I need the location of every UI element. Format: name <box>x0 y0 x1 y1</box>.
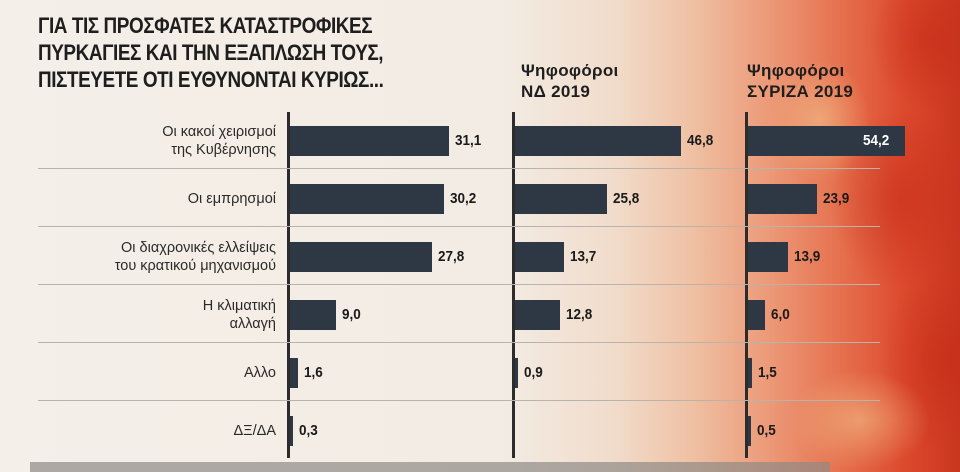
bar <box>290 126 449 156</box>
column-baseline <box>745 112 748 458</box>
bar <box>290 184 445 214</box>
row-separator <box>38 284 880 285</box>
bar <box>748 300 766 330</box>
row-separator <box>38 168 880 169</box>
bar <box>515 358 519 388</box>
category-label-line: αλλαγή <box>229 316 276 332</box>
bar-value-label: 25,8 <box>612 190 639 207</box>
bar <box>515 300 561 330</box>
row-separator <box>38 342 880 343</box>
bottom-divider <box>30 462 830 472</box>
legend-nd-line-2: ΝΔ 2019 <box>521 82 591 101</box>
bar-value-label: 1,5 <box>758 364 778 381</box>
category-label: Οι εμπρησμοί <box>38 190 276 208</box>
category-label-line: Οι κακοί χειρισμοί <box>162 124 276 140</box>
category-label: Οι διαχρονικές ελλείψεις του κρατικού μηχ… <box>38 239 276 275</box>
category-label-line: της Κυβέρνησης <box>171 142 276 158</box>
bar <box>515 242 564 272</box>
bar <box>290 300 336 330</box>
bar-value-label: 1,6 <box>304 364 323 381</box>
column-baseline <box>287 112 290 458</box>
bar-value-label: 54,2 <box>863 132 890 149</box>
category-label: Οι κακοί χειρισμοί της Κυβέρνησης <box>38 123 276 159</box>
category-label: Η κλιματική αλλαγή <box>38 297 276 333</box>
bar-value-label: 23,9 <box>823 190 850 207</box>
bar <box>748 416 751 446</box>
category-label-line: Η κλιματική <box>202 298 276 314</box>
bar <box>515 126 682 156</box>
legend-syriza-line-2: ΣΥΡΙΖΑ 2019 <box>747 82 854 101</box>
bar-value-label: 13,7 <box>569 248 596 265</box>
bar-value-label: 0,5 <box>757 422 776 439</box>
title-line: ΠΙΣΤΕΥΕΤΕ ΟΤΙ ΕΥΘΥΝΟΝΤΑΙ ΚΥΡΙΩΣ... <box>38 67 384 92</box>
category-label: Αλλο <box>38 364 276 382</box>
category-label: ΔΞ/ΔΑ <box>38 422 277 440</box>
category-label-line: ΔΞ/ΔΑ <box>233 423 277 439</box>
bar-value-label: 9,0 <box>341 306 361 323</box>
title-line: ΓΙΑ ΤΙΣ ΠΡΟΣΦΑΤΕΣ ΚΑΤΑΣΤΡΟΦΙΚΕΣ <box>38 13 373 38</box>
bar-value-label: 0,3 <box>299 422 318 439</box>
bar <box>290 358 299 388</box>
legend-syriza-line-1: Ψηφοφόροι <box>747 61 845 80</box>
bar-value-label: 0,9 <box>524 364 543 381</box>
legend-nd-voters: Ψηφοφόροι ΝΔ 2019 <box>521 60 619 102</box>
row-separator <box>38 400 880 401</box>
category-label-line: του κρατικού μηχανισμού <box>114 258 276 274</box>
bar <box>748 184 818 214</box>
bar <box>748 126 906 156</box>
category-label-line: Οι διαχρονικές ελλείψεις <box>121 240 276 256</box>
bar-value-label: 46,8 <box>687 132 714 149</box>
bar-value-label: 31,1 <box>454 132 481 149</box>
chart-title: ΓΙΑ ΤΙΣ ΠΡΟΣΦΑΤΕΣ ΚΑΤΑΣΤΡΟΦΙΚΕΣ ΠΥΡΚΑΓΙΕ… <box>38 12 416 93</box>
bar-value-label: 6,0 <box>771 306 791 323</box>
category-label-line: Αλλο <box>243 365 276 381</box>
legend-syriza-voters: Ψηφοφόροι ΣΥΡΙΖΑ 2019 <box>747 60 853 102</box>
bar <box>748 242 789 272</box>
bar <box>748 358 753 388</box>
column-baseline <box>512 112 515 458</box>
title-line: ΠΥΡΚΑΓΙΕΣ ΚΑΙ ΤΗΝ ΕΞΑΠΛΩΣΗ ΤΟΥΣ, <box>38 40 384 65</box>
bar <box>290 242 432 272</box>
bar <box>515 184 607 214</box>
legend-nd-line-1: Ψηφοφόροι <box>521 61 619 80</box>
bar-value-label: 12,8 <box>566 306 593 323</box>
bar-value-label: 27,8 <box>437 248 465 265</box>
bar-value-label: 30,2 <box>450 190 477 207</box>
row-separator <box>38 226 880 227</box>
bar <box>290 416 293 446</box>
bar-value-label: 13,9 <box>794 248 821 265</box>
category-label-line: Οι εμπρησμοί <box>187 191 276 207</box>
